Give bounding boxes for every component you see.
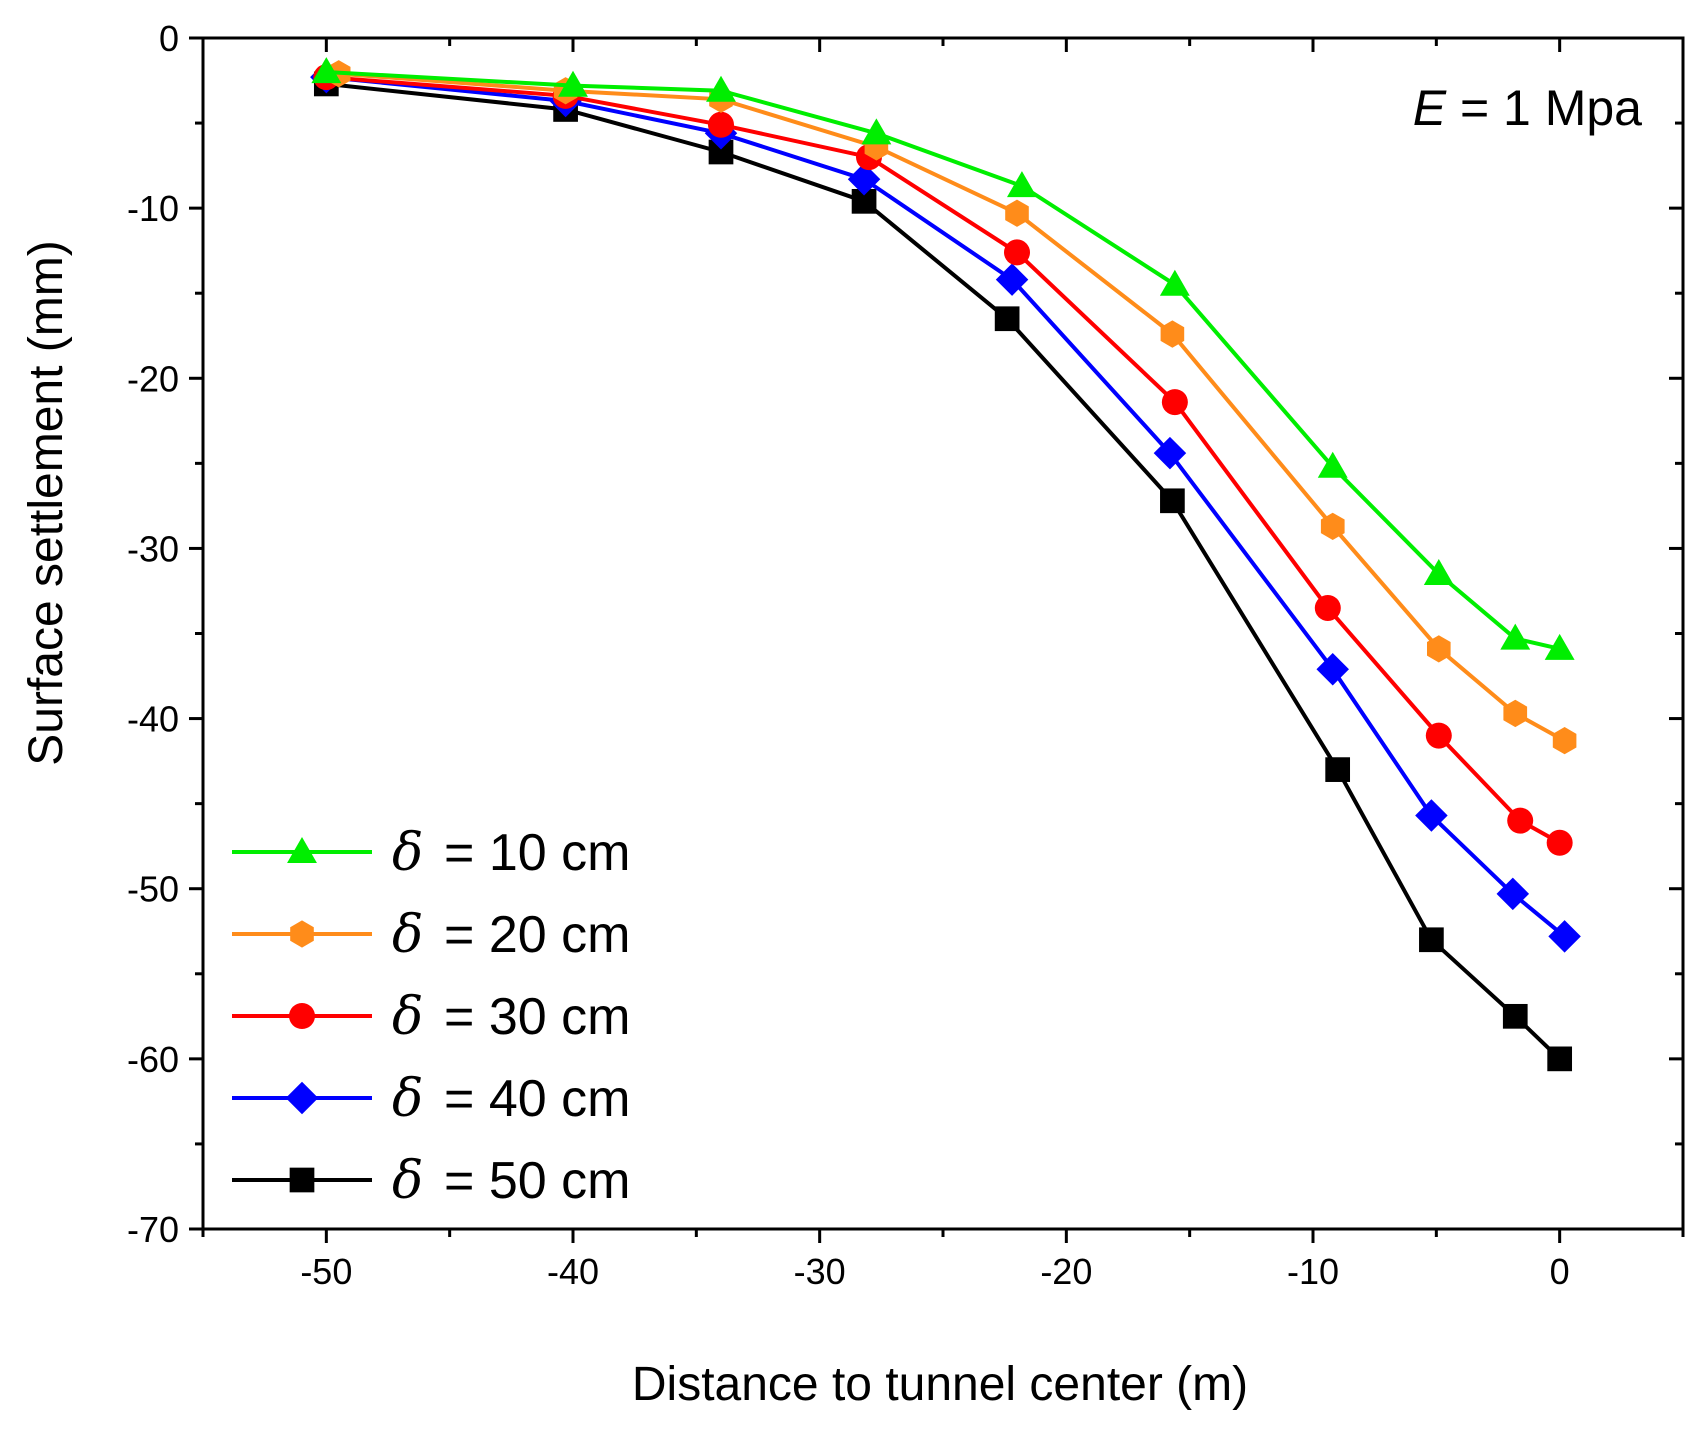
data-point	[1006, 171, 1037, 198]
data-point	[1548, 920, 1581, 953]
legend-label: = 10 cm	[444, 824, 630, 882]
legend-item: δ = 50 cm	[232, 1151, 630, 1211]
data-point	[1005, 199, 1029, 227]
data-point	[1425, 722, 1452, 749]
data-point	[1159, 269, 1190, 296]
data-point	[1544, 633, 1575, 660]
data-point	[1546, 829, 1573, 856]
data-point	[1503, 699, 1528, 728]
series-line	[326, 70, 1561, 651]
x-tick-label: -10	[1287, 1251, 1339, 1292]
y-tick-label: -10	[127, 188, 179, 229]
legend-symbol: δ	[392, 987, 423, 1047]
legend-symbol: δ	[392, 1069, 423, 1129]
legend-symbol: δ	[392, 1151, 423, 1211]
data-point	[1415, 799, 1448, 832]
legend: δ = 10 cm δ = 20 cm δ = 30 cm δ = 40 cm δ = 50 cm	[232, 823, 630, 1211]
data-point	[1547, 1046, 1573, 1072]
x-tick-label: -40	[547, 1251, 599, 1292]
modulus-value: = 1 Mpa	[1446, 80, 1642, 136]
y-tick-label: 0	[159, 18, 179, 59]
data-point	[995, 263, 1029, 296]
legend-marker	[285, 1081, 319, 1115]
data-point	[558, 70, 588, 97]
data-point	[1419, 927, 1444, 953]
data-point	[1317, 451, 1348, 478]
x-axis-title: Distance to tunnel center (m)	[632, 1358, 1248, 1411]
data-point	[1004, 239, 1030, 266]
y-tick-label: -30	[127, 528, 179, 569]
modulus-annotation: E = 1 Mpa	[1413, 80, 1642, 136]
legend-label: = 40 cm	[444, 1070, 630, 1128]
y-tick-label: -70	[127, 1209, 179, 1250]
legend-item: δ = 30 cm	[232, 987, 630, 1047]
y-tick-label: -20	[127, 358, 179, 399]
series-3	[313, 64, 1573, 856]
plot-frame	[201, 36, 1685, 1231]
data-point	[1496, 877, 1530, 911]
data-point	[1500, 623, 1531, 650]
data-point	[1507, 807, 1534, 834]
series-5	[313, 71, 1573, 1072]
legend-label: = 50 cm	[444, 1152, 630, 1210]
data-point	[1325, 757, 1351, 782]
series-1	[311, 57, 1575, 660]
axes: -50 -40 -30 -20 -10 0 0 -10 -20 -30 -40 -50 -60 -70	[127, 18, 1685, 1292]
data-point	[1320, 512, 1345, 540]
y-tick-label: -40	[127, 699, 179, 740]
data-point	[1160, 320, 1185, 348]
legend-symbol: δ	[392, 905, 423, 965]
data-point	[1316, 652, 1349, 686]
legend-marker	[289, 1167, 315, 1193]
data-point	[861, 118, 892, 145]
x-tick-label: -30	[794, 1251, 846, 1292]
series-line	[326, 75, 1566, 938]
data-point	[1552, 727, 1577, 755]
data-point	[1153, 436, 1187, 470]
legend-marker	[289, 1003, 315, 1029]
data-point	[847, 162, 881, 196]
data-point	[311, 57, 342, 84]
series-line	[326, 75, 1561, 845]
data-point	[1423, 559, 1454, 585]
legend-label: = 20 cm	[444, 906, 630, 964]
series-line	[338, 71, 1566, 743]
data-point	[706, 75, 736, 102]
data-point	[708, 111, 734, 138]
series-2	[326, 60, 1577, 755]
legend-item: δ = 40 cm	[232, 1069, 630, 1129]
series-group	[310, 57, 1581, 1072]
y-axis-title: Surface settlement (mm)	[20, 240, 73, 765]
legend-marker	[287, 837, 317, 864]
legend-item: δ = 10 cm	[232, 823, 630, 883]
data-point	[1161, 389, 1188, 416]
legend-symbol: δ	[392, 823, 423, 883]
x-tick-label: -50	[300, 1251, 352, 1292]
data-point	[1427, 635, 1451, 663]
legend-marker	[290, 920, 314, 948]
y-tick-label: -50	[127, 869, 179, 910]
legend-item: δ = 20 cm	[232, 905, 630, 965]
x-tick-label: -20	[1040, 1251, 1092, 1292]
data-point	[1160, 488, 1185, 514]
series-4	[310, 60, 1581, 953]
modulus-symbol: E	[1413, 80, 1447, 136]
data-point	[1314, 594, 1341, 621]
series-line	[326, 81, 1562, 1061]
x-tick-label: 0	[1550, 1251, 1570, 1292]
data-point	[994, 306, 1020, 332]
legend-label: = 30 cm	[444, 988, 630, 1046]
data-point	[1502, 1003, 1528, 1029]
y-tick-label: -60	[127, 1039, 179, 1080]
